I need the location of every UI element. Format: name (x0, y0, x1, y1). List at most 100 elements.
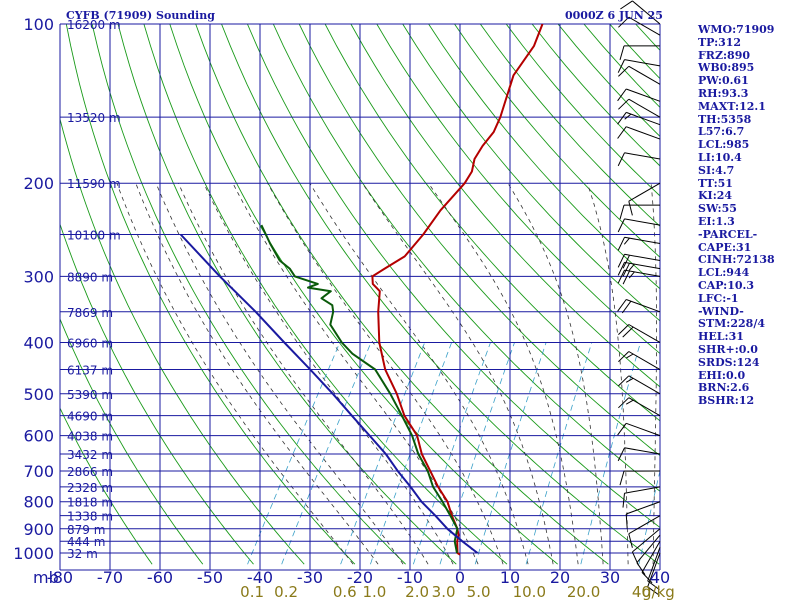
temperature-tick-label: 30 (600, 568, 620, 587)
wind-barb-staff (628, 351, 661, 370)
wind-barb-staff (624, 261, 661, 270)
wind-barb-staff (628, 98, 661, 118)
wind-barb-flag (625, 513, 628, 529)
moist-adiabat (116, 183, 354, 565)
temperature-tick-label: 40 (650, 568, 670, 587)
moist-adiabat (362, 182, 554, 565)
height-label: 4038 m (67, 430, 113, 444)
wind-barb-flag (618, 397, 630, 409)
height-label: 6137 m (67, 364, 113, 378)
temperature-tick-label: -80 (47, 568, 73, 587)
wind-barb-flag (621, 300, 632, 314)
index-item: CAP:10.3 (698, 278, 755, 292)
wind-barb (617, 299, 661, 314)
moist-adiabat (178, 183, 429, 565)
mixing-ratio-label: 1.0 (362, 583, 386, 600)
wind-barb-staff (626, 422, 661, 437)
wind-barb-flag (618, 16, 630, 28)
height-label: 11590 m (67, 177, 121, 191)
index-item: L57:6.7 (698, 125, 745, 139)
mixing-ratio-line (638, 469, 660, 565)
moist-adiabat (267, 183, 504, 565)
moist-adiabat (309, 182, 529, 565)
wind-barb-staff (628, 182, 661, 202)
temperature-tick-label: -10 (397, 568, 423, 587)
wind-barb-flag (617, 269, 625, 284)
wind-barb-staff (624, 218, 661, 226)
wind-barb (628, 515, 661, 548)
moist-adiabat (507, 182, 604, 565)
wind-barb-staff (628, 515, 661, 535)
wind-barb-flag (617, 126, 627, 139)
wind-barb-flag (617, 254, 625, 268)
mixing-ratio-line (525, 342, 593, 565)
sounding-time: 0000Z 6 JUN 25 (565, 9, 663, 22)
wind-barb-flag (617, 152, 625, 167)
wind-barb-flag (619, 45, 625, 61)
wind-barb-staff (626, 299, 661, 313)
wind-barb-staff (636, 534, 661, 564)
height-label: 8890 m (67, 270, 113, 284)
wind-barb-staff (624, 486, 661, 494)
wind-barb (618, 375, 661, 395)
wind-barb-flag (617, 423, 627, 436)
wind-barb-staff (632, 0, 661, 25)
index-item: MAXT:12.1 (698, 99, 766, 113)
pressure-tick-label: 300 (23, 267, 54, 286)
wind-barb-staff (624, 269, 661, 277)
wind-barb (617, 261, 661, 277)
pressure-tick-label: 100 (23, 15, 54, 34)
moist-adiabat (586, 183, 629, 565)
pressure-tick-label: 200 (23, 174, 54, 193)
mixing-ratio-label: 3.0 (432, 583, 456, 600)
index-item: TP:312 (698, 35, 742, 49)
index-item: SHR+:0.0 (698, 342, 758, 356)
mixing-ratio-line (340, 342, 426, 565)
temperature-tick-label: -30 (297, 568, 323, 587)
mixing-ratio-label: 10.0 (513, 583, 546, 600)
moist-adiabat (203, 183, 454, 565)
wind-barb (617, 253, 661, 269)
index-item: STM:228/4 (698, 317, 765, 331)
mixing-ratio-label: 0.6 (333, 583, 357, 600)
index-item: EI:1.3 (698, 214, 735, 228)
index-item: FRZ:890 (698, 48, 751, 62)
wind-barb-flag (617, 262, 625, 276)
wind-barb-flag (622, 493, 625, 508)
wind-barb (618, 351, 661, 370)
temperature-tick-label: -70 (97, 568, 123, 587)
wind-barb (617, 59, 661, 73)
mixing-ratio-line (474, 342, 547, 565)
wind-barb (647, 547, 661, 591)
wind-barb-staff (626, 501, 661, 515)
mixing-ratio-label: 5.0 (467, 583, 491, 600)
wind-barb (617, 152, 661, 167)
height-label: 10100 m (67, 229, 121, 243)
height-label: 7869 m (67, 306, 113, 320)
index-item: PW:0.61 (698, 74, 749, 88)
wind-barb-flag (647, 586, 660, 596)
dry-adiabats (60, 24, 660, 565)
wind-barb (618, 16, 661, 36)
height-label: 3432 m (67, 448, 113, 462)
pressure-temperature-grid (59, 23, 661, 571)
pressure-tick-label: 1000 (13, 544, 54, 563)
wind-barb-staff (626, 111, 661, 126)
index-item: LCL:985 (698, 138, 750, 152)
wind-barb (617, 218, 661, 233)
wind-barb-flag (631, 551, 639, 566)
wind-barb-flag (618, 351, 630, 363)
wind-barb-flag (619, 204, 625, 220)
pressure-tick-label: 600 (23, 427, 54, 446)
wind-barb-flag (623, 237, 630, 245)
wind-barb-flag (622, 254, 630, 269)
pressure-tick-label: 800 (23, 493, 54, 512)
wind-barb (617, 111, 661, 126)
wind-barb-flag (618, 324, 630, 335)
pressure-tick-label: 500 (23, 385, 54, 404)
axis-labels: 0.1 0.2 0.6 1.0 2.0 3.0 5.0 10.0 20.0 40g/kg -80 -7… (13, 15, 675, 600)
wind-barb-flag (617, 218, 625, 233)
index-item: LI:10.4 (698, 150, 742, 164)
moist-adiabat (155, 183, 404, 565)
wind-barb-staff (626, 88, 661, 102)
